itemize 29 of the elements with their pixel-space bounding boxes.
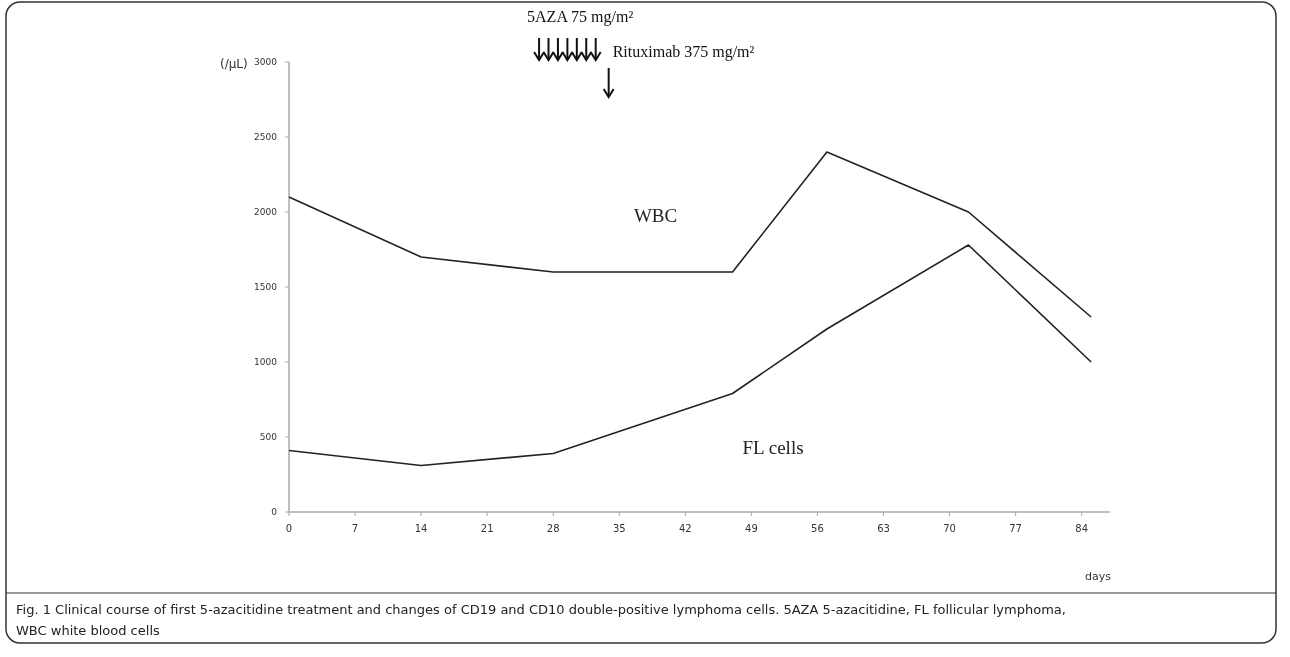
text: Rituximab 375 mg/m² bbox=[612, 43, 755, 61]
x-tick-label: 7 bbox=[351, 523, 359, 534]
y-tick-label: 500 bbox=[259, 432, 278, 442]
x-tick-label: 0 bbox=[285, 523, 293, 534]
x-tick-label: 49 bbox=[745, 523, 758, 534]
y-tick-label: 1500 bbox=[254, 282, 278, 292]
x-tick-label: 42 bbox=[678, 523, 692, 534]
x-tick-label: 35 bbox=[612, 523, 626, 534]
x-tick-label: 28 bbox=[546, 523, 560, 534]
text: 5AZA 75 mg/m² bbox=[527, 8, 634, 26]
x-tick-label: 70 bbox=[943, 523, 956, 534]
x-tick-label: 21 bbox=[480, 523, 494, 534]
x-tick-label: 77 bbox=[1009, 523, 1022, 534]
x-tick-label: 14 bbox=[414, 523, 428, 534]
x-axis-title: days bbox=[1085, 570, 1112, 583]
x-tick-label: 56 bbox=[811, 523, 824, 534]
text: WBC bbox=[633, 205, 678, 226]
y-tick-label: 1000 bbox=[254, 357, 278, 367]
y-tick-label: 2500 bbox=[254, 132, 278, 142]
text: FL cells bbox=[742, 436, 804, 458]
x-tick-label: 63 bbox=[877, 523, 890, 534]
caption: Fig. 1 Clinical course of first 5-azacitidine treatment and changes of CD19 and CD10 double-positive lymphoma cells. 5AZA 5-azacitidine, FL follicular lymphoma, WBC white blood cells bbox=[16, 602, 1066, 638]
y-tick-label: 0 bbox=[271, 507, 278, 517]
y-axis-title: (/μL) bbox=[220, 57, 248, 71]
y-tick-label: 2000 bbox=[254, 207, 278, 217]
y-tick-label: 3000 bbox=[254, 57, 278, 67]
line-series bbox=[288, 151, 1092, 318]
x-tick-label: 84 bbox=[1075, 523, 1089, 534]
line-series bbox=[288, 244, 1092, 467]
